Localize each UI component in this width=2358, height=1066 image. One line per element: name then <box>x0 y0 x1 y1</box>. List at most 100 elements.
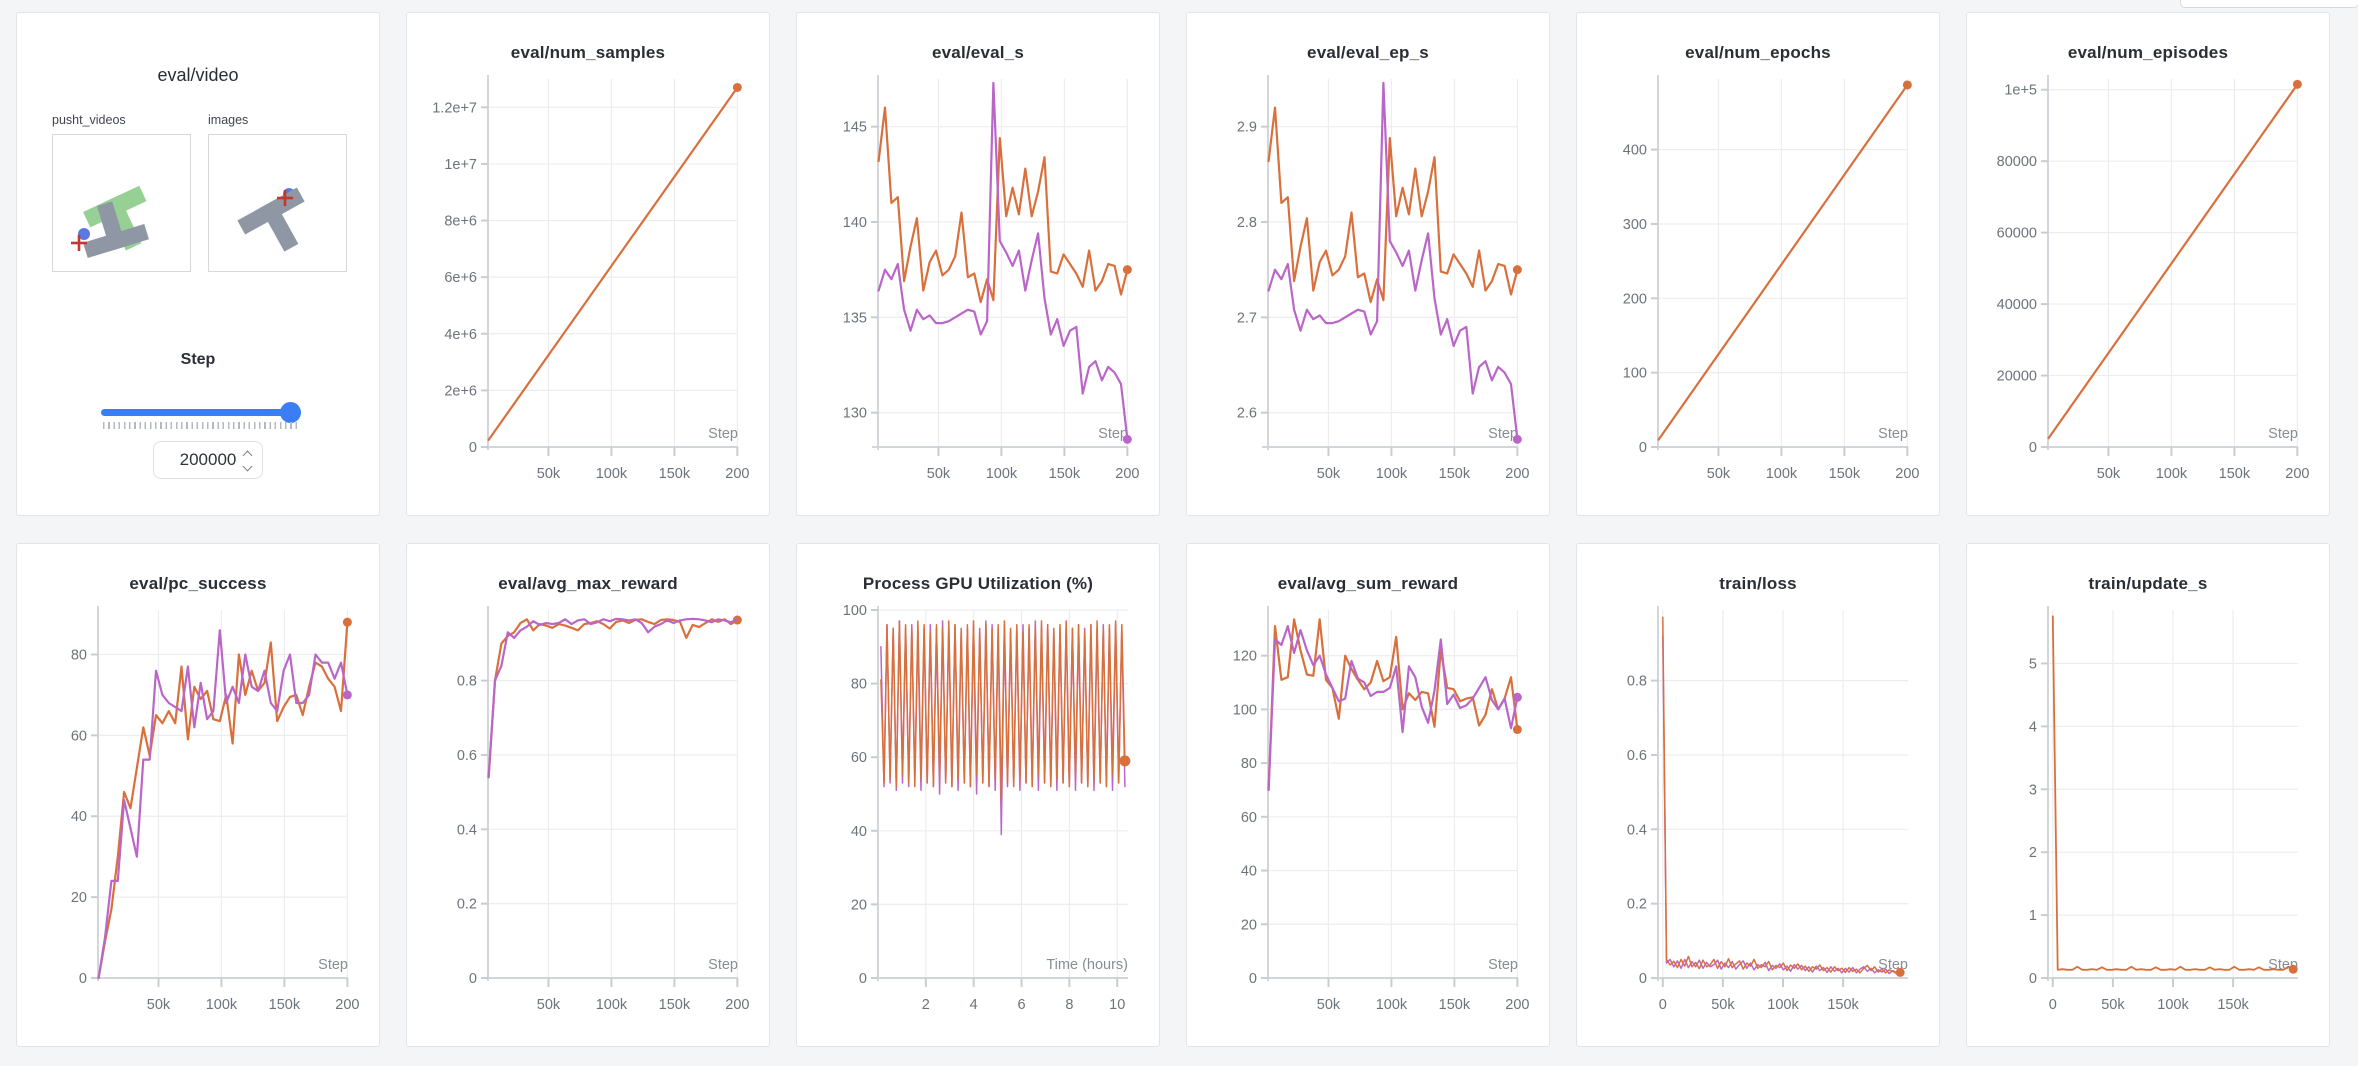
svg-text:150k: 150k <box>1827 997 1859 1013</box>
chart-title: eval/pc_success <box>129 574 267 593</box>
svg-text:8: 8 <box>1065 997 1073 1013</box>
svg-text:200: 200 <box>1623 291 1647 307</box>
svg-text:50k: 50k <box>927 466 951 482</box>
svg-text:100: 100 <box>1623 366 1647 382</box>
svg-text:6e+6: 6e+6 <box>444 270 477 286</box>
svg-text:6: 6 <box>1018 997 1026 1013</box>
svg-text:60: 60 <box>1241 810 1257 826</box>
svg-text:200: 200 <box>2285 466 2309 482</box>
chart-title: eval/num_episodes <box>2067 43 2229 62</box>
svg-text:40000: 40000 <box>1997 297 2037 313</box>
chart-title: eval/avg_sum_reward <box>1277 574 1459 593</box>
svg-text:40: 40 <box>1241 864 1257 880</box>
svg-text:140: 140 <box>843 215 867 231</box>
svg-text:0: 0 <box>1249 971 1257 987</box>
svg-text:100k: 100k <box>596 466 628 482</box>
svg-text:150k: 150k <box>1439 997 1471 1013</box>
svg-text:Step: Step <box>708 426 738 442</box>
chart-title: train/update_s <box>2088 574 2208 593</box>
svg-text:20000: 20000 <box>1997 369 2037 385</box>
svg-text:100: 100 <box>843 603 867 619</box>
svg-text:0.8: 0.8 <box>457 674 477 690</box>
svg-text:0.2: 0.2 <box>457 897 477 913</box>
svg-text:1: 1 <box>2029 908 2037 924</box>
svg-text:Step: Step <box>1098 426 1128 442</box>
media-caption-images: images <box>208 113 249 127</box>
chart-eval-num-episodes[interactable]: 0 20000 40000 60000 80000 1e+5 50k 100k 150k 200 S… <box>1978 65 2318 517</box>
svg-text:100k: 100k <box>1376 466 1408 482</box>
chart-eval-num-epochs[interactable]: 0 100 200 300 400 50k 100k 150k 200 Step <box>1588 65 1928 517</box>
svg-text:80000: 80000 <box>1997 154 2037 170</box>
svg-text:100k: 100k <box>1767 997 1799 1013</box>
svg-text:Step: Step <box>1878 426 1908 442</box>
svg-text:0.6: 0.6 <box>457 748 477 764</box>
chart-gpu-utilization[interactable]: 0 20 40 60 80 100 2 4 6 8 10 Time (hours) <box>808 596 1148 1048</box>
chart-eval-pc-success[interactable]: 0 20 40 60 80 50k 100k 150k 200 Step <box>28 596 368 1048</box>
step-slider-thumb[interactable] <box>280 402 301 423</box>
svg-text:3: 3 <box>2029 782 2037 798</box>
svg-text:50k: 50k <box>537 466 561 482</box>
step-input[interactable]: 200000 <box>153 441 263 479</box>
chart-title: eval/avg_max_reward <box>498 574 678 593</box>
panel-eval-avg-max-reward: eval/avg_max_reward 0 0.2 0.4 0.6 0.8 50k 100k… <box>406 543 770 1047</box>
svg-text:150k: 150k <box>659 466 691 482</box>
svg-text:1.2e+7: 1.2e+7 <box>432 100 477 116</box>
pusht-video-thumbnail[interactable] <box>52 134 191 272</box>
svg-text:130: 130 <box>843 406 867 422</box>
chart-eval-avg-sum-reward[interactable]: 0 20 40 60 80 100 120 50k 100k 150k 200 Step <box>1198 596 1538 1048</box>
svg-text:1e+7: 1e+7 <box>444 157 477 173</box>
media-caption-pusht-videos: pusht_videos <box>52 113 126 127</box>
svg-text:100k: 100k <box>206 997 238 1013</box>
panel-eval-video: eval/video pusht_videos images <box>16 12 380 516</box>
panel-train-update-s: train/update_s 0 1 2 3 4 5 0 50k 100k 150k Step <box>1966 543 2330 1047</box>
step-slider[interactable] <box>101 402 301 423</box>
images-thumbnail[interactable] <box>208 134 347 272</box>
panel-grid: eval/video pusht_videos images <box>16 12 2330 1047</box>
svg-text:200: 200 <box>1115 466 1139 482</box>
svg-text:Step: Step <box>708 957 738 973</box>
svg-text:20: 20 <box>1241 917 1257 933</box>
svg-text:0: 0 <box>2029 440 2037 456</box>
step-slider-label: Step <box>180 351 216 368</box>
cropped-widget-above <box>2180 0 2358 8</box>
svg-text:Step: Step <box>2268 426 2298 442</box>
svg-text:200: 200 <box>725 997 749 1013</box>
svg-text:50k: 50k <box>1707 466 1731 482</box>
svg-text:60: 60 <box>71 728 87 744</box>
svg-text:150k: 150k <box>1049 466 1081 482</box>
svg-text:145: 145 <box>843 120 867 136</box>
svg-text:0: 0 <box>859 971 867 987</box>
svg-text:5: 5 <box>2029 656 2037 672</box>
svg-text:150k: 150k <box>1439 466 1471 482</box>
svg-text:50k: 50k <box>1317 466 1341 482</box>
svg-text:400: 400 <box>1623 143 1647 159</box>
panel-eval-pc-success: eval/pc_success 0 20 40 60 80 50k 100k 150k 200 S… <box>16 543 380 1047</box>
svg-text:2e+6: 2e+6 <box>444 383 477 399</box>
svg-text:20: 20 <box>71 890 87 906</box>
chart-title: eval/eval_s <box>931 43 1024 62</box>
chart-eval-eval-ep-s[interactable]: 2.6 2.7 2.8 2.9 50k 100k 150k 200 Step <box>1198 65 1538 517</box>
svg-text:300: 300 <box>1623 217 1647 233</box>
svg-text:0: 0 <box>2029 971 2037 987</box>
svg-text:50k: 50k <box>537 997 561 1013</box>
svg-text:2.6: 2.6 <box>1237 406 1257 422</box>
svg-text:0: 0 <box>1639 440 1647 456</box>
stepper-arrows-icon[interactable] <box>242 450 253 472</box>
svg-text:2.8: 2.8 <box>1237 215 1257 231</box>
svg-text:0.2: 0.2 <box>1627 897 1647 913</box>
chart-eval-eval-s[interactable]: 130 135 140 145 50k 100k 150k 200 Step <box>808 65 1148 517</box>
svg-text:0.4: 0.4 <box>1627 822 1647 838</box>
step-slider-ruler <box>103 422 299 429</box>
chart-title: eval/num_epochs <box>1685 43 1831 62</box>
svg-text:50k: 50k <box>1711 997 1735 1013</box>
panel-eval-num-samples: eval/num_samples 0 2e+6 4e+6 6e+6 8e+6 1e+7 1.… <box>406 12 770 516</box>
panel-eval-num-episodes: eval/num_episodes 0 20000 40000 60000 80000 1… <box>1966 12 2330 516</box>
svg-text:Step: Step <box>1488 426 1518 442</box>
svg-text:150k: 150k <box>1829 466 1861 482</box>
chart-eval-num-samples[interactable]: 0 2e+6 4e+6 6e+6 8e+6 1e+7 1.2e+7 50k 100k 150k 20… <box>418 65 758 517</box>
chart-eval-avg-max-reward[interactable]: 0 0.2 0.4 0.6 0.8 50k 100k 150k 200 Step <box>418 596 758 1048</box>
step-input-value: 200000 <box>179 450 237 469</box>
panel-train-loss: train/loss 0 0.2 0.4 0.6 0.8 0 50k 100k 150k Step <box>1576 543 1940 1047</box>
